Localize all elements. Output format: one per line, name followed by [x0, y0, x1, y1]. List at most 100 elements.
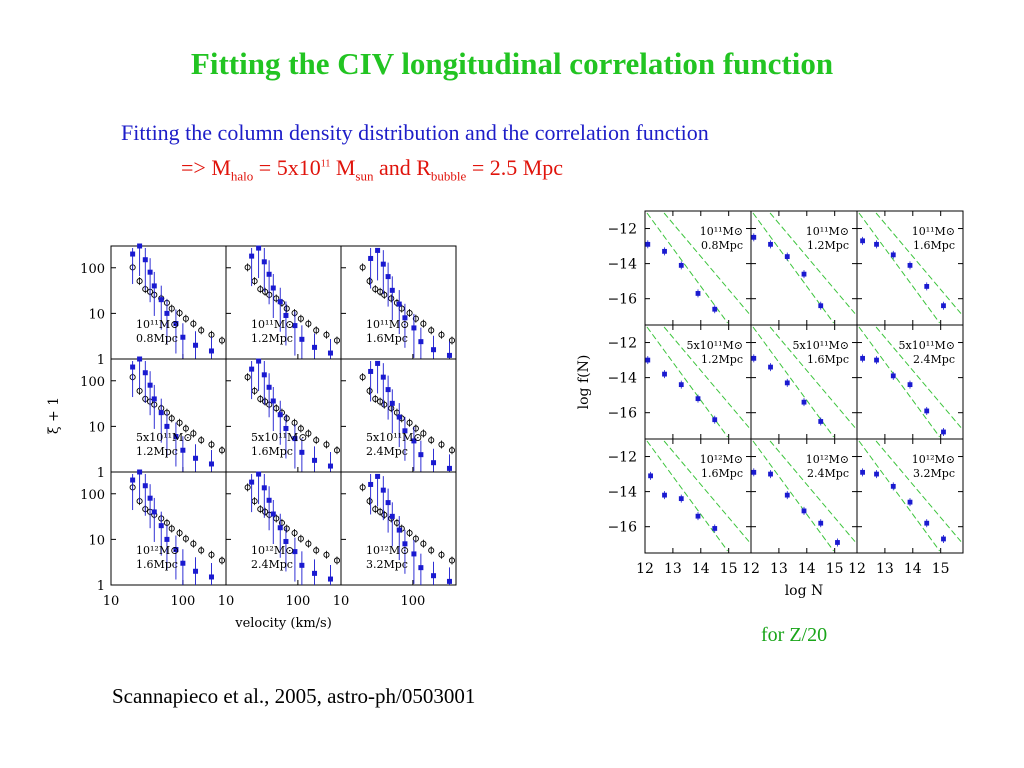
- result-arrow: => M: [181, 155, 231, 180]
- data-point: [941, 536, 946, 542]
- open-data-point: [381, 291, 388, 298]
- filled-data-point: [256, 471, 262, 477]
- y-tick-label: 1: [97, 579, 105, 594]
- filled-data-point: [375, 360, 381, 366]
- data-point: [662, 492, 667, 498]
- filled-data-point: [368, 255, 374, 261]
- open-data-point: [333, 447, 341, 454]
- open-data-point: [198, 327, 205, 334]
- data-point: [695, 291, 701, 296]
- panel-label-radius: 1.6Mpc: [366, 332, 408, 345]
- filled-data-point: [173, 434, 179, 440]
- data-point: [768, 471, 773, 477]
- x-tick-label: 10: [103, 594, 120, 609]
- open-data-point: [359, 484, 366, 491]
- data-point: [712, 306, 718, 312]
- filled-data-point: [261, 372, 267, 378]
- filled-data-point: [312, 344, 318, 350]
- panel-label-radius: 2.4Mpc: [913, 353, 955, 366]
- panel-label-mass: 5x10¹¹M⊙: [793, 339, 850, 352]
- open-data-point: [377, 508, 384, 515]
- data-point: [890, 252, 896, 258]
- data-point: [860, 238, 865, 244]
- filled-data-point: [180, 334, 186, 340]
- open-data-point: [257, 395, 264, 402]
- panel-label-radius: 0.8Mpc: [701, 239, 743, 252]
- x-tick-label: 12: [636, 561, 654, 577]
- x-tick-label: 14: [798, 561, 816, 577]
- open-data-point: [305, 320, 312, 327]
- y-tick-label: 100: [80, 488, 105, 503]
- filled-data-point: [446, 578, 452, 584]
- filled-data-point: [446, 352, 452, 358]
- result-eq1: = 5x10: [253, 155, 321, 180]
- fit-line: [858, 212, 941, 324]
- open-data-point: [448, 337, 456, 344]
- open-data-point: [381, 511, 388, 518]
- x-tick-label: 100: [170, 594, 195, 609]
- filled-data-point: [277, 299, 283, 305]
- y-axis-label: log f(N): [576, 355, 592, 410]
- filled-data-point: [256, 245, 262, 251]
- filled-data-point: [249, 479, 255, 485]
- panel-label-radius: 2.4Mpc: [251, 558, 293, 571]
- filled-data-point: [266, 497, 272, 503]
- filled-data-point: [164, 536, 170, 542]
- filled-data-point: [385, 387, 391, 393]
- filled-data-point: [396, 301, 402, 307]
- fit-line: [858, 326, 941, 438]
- filled-data-point: [151, 283, 157, 289]
- data-point: [874, 241, 879, 247]
- data-point: [941, 429, 946, 435]
- open-data-point: [257, 286, 264, 293]
- filled-data-point: [249, 366, 255, 372]
- open-data-point: [257, 506, 264, 513]
- panel-label-radius: 1.6Mpc: [807, 353, 849, 366]
- open-data-point: [190, 540, 197, 547]
- filled-data-point: [270, 285, 276, 291]
- slide-subtitle: Fitting the column density distribution …: [121, 120, 709, 145]
- filled-data-point: [385, 274, 391, 280]
- open-data-point: [190, 320, 197, 327]
- open-data-point: [262, 288, 269, 295]
- filled-data-point: [396, 527, 402, 533]
- filled-data-point: [411, 551, 417, 557]
- filled-data-point: [256, 358, 262, 364]
- result-msun: M: [330, 155, 356, 180]
- open-data-point: [305, 430, 312, 437]
- open-data-point: [168, 415, 175, 422]
- filled-data-point: [193, 455, 199, 461]
- open-data-point: [412, 425, 419, 432]
- y-tick-label: −16: [607, 520, 637, 536]
- filled-data-point: [261, 259, 267, 265]
- open-data-point: [333, 557, 341, 564]
- filled-data-point: [173, 547, 179, 553]
- data-point: [645, 241, 651, 247]
- open-data-point: [377, 288, 384, 295]
- y-tick-label: −12: [607, 450, 637, 466]
- filled-data-point: [380, 487, 386, 493]
- open-data-point: [372, 506, 379, 513]
- fit-result: => Mhalo = 5x1011 Msun and Rbubble = 2.5…: [181, 155, 563, 184]
- panel-label-mass: 10¹¹M⊙: [806, 225, 849, 238]
- x-tick-label: 15: [720, 561, 738, 577]
- open-data-point: [377, 398, 384, 405]
- fit-line: [663, 440, 750, 542]
- x-tick-label: 13: [664, 561, 682, 577]
- x-axis-label: log N: [785, 583, 824, 599]
- filled-data-point: [164, 423, 170, 429]
- data-point: [678, 496, 684, 502]
- open-data-point: [438, 331, 445, 338]
- filled-data-point: [270, 398, 276, 404]
- y-tick-label: 10: [88, 533, 105, 548]
- open-data-point: [313, 547, 320, 554]
- panel-label-radius: 3.2Mpc: [913, 467, 955, 480]
- y-tick-label: −14: [607, 257, 637, 273]
- y-tick-label: 100: [80, 375, 105, 390]
- open-data-point: [448, 447, 456, 454]
- filled-data-point: [193, 568, 199, 574]
- open-data-point: [176, 529, 183, 537]
- filled-data-point: [147, 382, 153, 388]
- filled-data-point: [292, 323, 298, 329]
- filled-data-point: [368, 481, 374, 487]
